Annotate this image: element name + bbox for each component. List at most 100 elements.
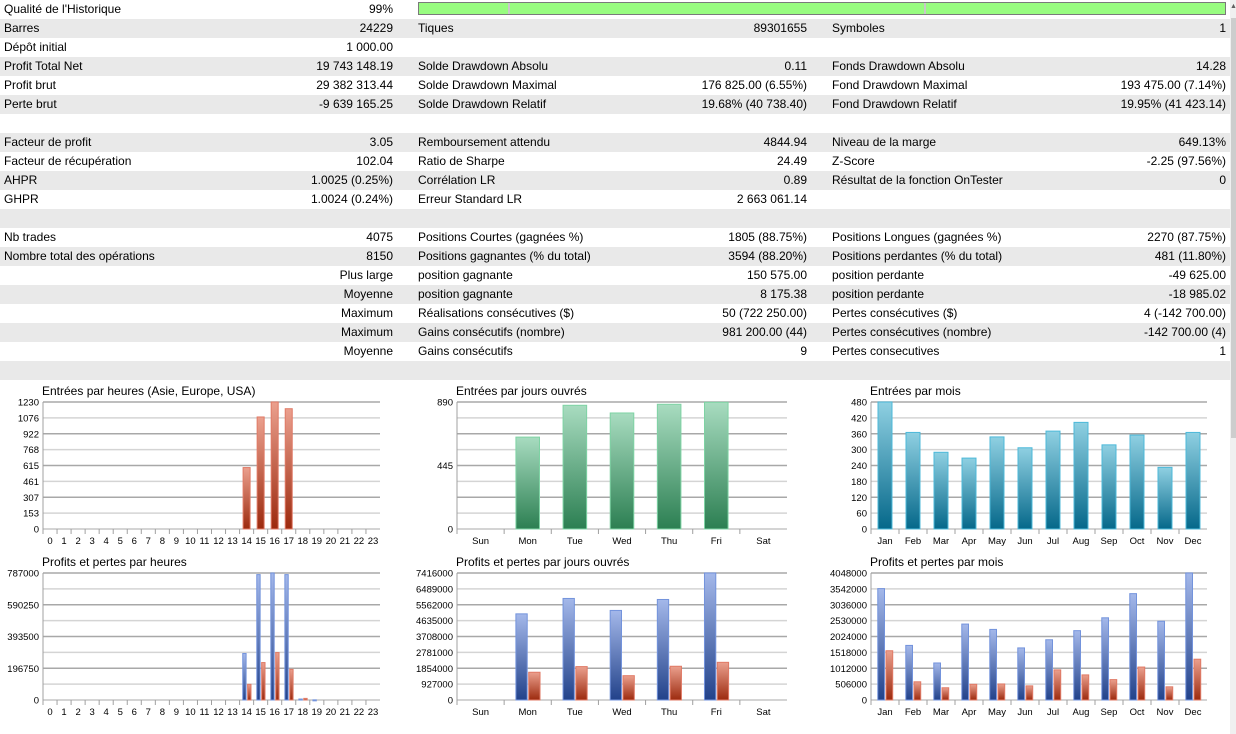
table-row: Plus large position gagnante 150 575.00 pos… xyxy=(0,266,1230,285)
vertical-scrollbar[interactable]: ▲ xyxy=(1230,0,1236,734)
x-tick-label: Tue xyxy=(567,707,583,718)
table-row: Facteur de profit 3.05 Remboursement atten… xyxy=(0,133,1230,152)
bar-pertes-feb xyxy=(913,681,922,701)
bar-pertes-17 xyxy=(289,668,294,701)
col2-value: 0.89 xyxy=(783,173,807,187)
x-tick-label: 11 xyxy=(200,707,210,718)
bar-entrées-sep xyxy=(1101,444,1117,530)
bar-profits-mar xyxy=(933,662,941,701)
x-tick-label: Jun xyxy=(1017,707,1032,718)
col1-label: Barres xyxy=(4,21,40,35)
x-tick-label: Jan xyxy=(877,707,892,718)
progress-separator xyxy=(924,3,926,14)
bar-profits-oct xyxy=(1129,593,1137,701)
x-tick-label: Wed xyxy=(612,707,631,718)
col1-label: GHPR xyxy=(4,192,39,206)
y-tick-label: 480 xyxy=(851,398,867,409)
x-tick-label: 9 xyxy=(174,707,179,718)
y-tick-label: 7416000 xyxy=(416,569,453,580)
x-tick-label: Dec xyxy=(1185,707,1202,718)
x-tick-label: Dec xyxy=(1185,536,1202,547)
bar-entrées-thu xyxy=(656,403,682,530)
x-tick-label: Mar xyxy=(933,707,949,718)
y-tick-label: 120 xyxy=(851,493,867,504)
bar-pertes-nov xyxy=(1165,686,1174,701)
table-row: Facteur de récupération 102.04 Ratio de Sh… xyxy=(0,152,1230,171)
y-tick-label: 3036000 xyxy=(830,600,867,611)
bar-entrées-dec xyxy=(1185,431,1201,530)
x-tick-label: 20 xyxy=(326,536,337,547)
bar-profits-dec xyxy=(1185,572,1193,701)
y-tick-label: 461 xyxy=(23,477,39,488)
col2-value: 150 575.00 xyxy=(746,268,807,282)
table-row: Perte brut -9 639 165.25 Solde Drawdown Re… xyxy=(0,95,1230,114)
x-tick-label: May xyxy=(988,707,1006,718)
x-tick-label: Nov xyxy=(1157,707,1174,718)
col3-label: Positions Longues (gagnées %) xyxy=(832,230,1002,244)
chart-title: Profits et pertes par jours ouvrés xyxy=(456,555,629,569)
col1-value: 29 382 313.44 xyxy=(316,78,393,92)
y-tick-label: 393500 xyxy=(7,632,39,643)
x-tick-label: 17 xyxy=(283,707,294,718)
x-tick-label: 2 xyxy=(75,536,80,547)
col2-value: 4844.94 xyxy=(763,135,807,149)
table-row: Nb trades 4075 Positions Courtes (gagnées … xyxy=(0,228,1230,247)
table-row xyxy=(0,114,1230,133)
x-tick-label: Sep xyxy=(1101,707,1118,718)
table-row xyxy=(0,209,1230,228)
chart-pl-months: Profits et pertes par mois 0 506000 1012000… xyxy=(830,555,1207,718)
col1-label: AHPR xyxy=(4,173,38,187)
y-tick-label: 1076 xyxy=(18,413,39,424)
y-tick-label: 590250 xyxy=(7,600,39,611)
scrollbar-thumb[interactable] xyxy=(1231,18,1236,438)
x-tick-label: 19 xyxy=(312,536,323,547)
bar-pertes-thu xyxy=(669,665,682,701)
x-tick-label: 13 xyxy=(227,536,238,547)
y-tick-label: 3708000 xyxy=(416,632,453,643)
col2-value: 9 xyxy=(800,344,807,358)
y-tick-label: 1854000 xyxy=(416,664,453,675)
x-tick-label: Wed xyxy=(612,536,631,547)
x-tick-label: 3 xyxy=(89,536,94,547)
col1-value: Plus large xyxy=(339,268,393,282)
quality-value: 99% xyxy=(368,2,393,16)
x-tick-label: 10 xyxy=(185,536,196,547)
x-tick-label: 18 xyxy=(297,536,308,547)
y-tick-label: 890 xyxy=(437,398,453,409)
col3-label: Symboles xyxy=(832,21,885,35)
col3-value: 1 xyxy=(1219,344,1226,358)
col1-label: Nb trades xyxy=(4,230,57,244)
y-tick-label: 0 xyxy=(862,525,867,536)
bar-profits-sep xyxy=(1101,617,1109,701)
x-tick-label: 22 xyxy=(354,707,365,718)
col2-label: Ratio de Sharpe xyxy=(418,154,505,168)
x-tick-label: 1 xyxy=(61,536,66,547)
col1-label: Dépôt initial xyxy=(4,40,67,54)
chart-pl-hours: Profits et pertes par heures019675039350… xyxy=(7,555,380,718)
bar-pertes-tue xyxy=(575,666,588,701)
y-tick-label: 1518000 xyxy=(830,648,867,659)
bar-pertes-dec xyxy=(1193,658,1202,701)
col2-value: 2 663 061.14 xyxy=(736,192,807,206)
table-row: Moyenne Gains consécutifs 9 Pertes consecut… xyxy=(0,342,1230,361)
bar-entrées-feb xyxy=(905,431,921,530)
table-row: Profit brut 29 382 313.44 Solde Drawdown M… xyxy=(0,76,1230,95)
x-tick-label: 21 xyxy=(340,536,351,547)
y-tick-label: 6489000 xyxy=(416,584,453,595)
col2-label: Positions Courtes (gagnées %) xyxy=(418,230,584,244)
bar-profits-feb xyxy=(905,644,913,701)
x-tick-label: 23 xyxy=(368,536,379,547)
bar-entrées-aug xyxy=(1073,421,1089,530)
x-tick-label: 14 xyxy=(241,536,252,547)
col1-value: 8150 xyxy=(366,249,393,263)
bar-pertes-jan xyxy=(885,650,894,701)
col2-value: 1805 (88.75%) xyxy=(728,230,807,244)
y-tick-label: 0 xyxy=(34,525,39,536)
x-tick-label: Nov xyxy=(1157,536,1174,547)
col3-label: Fonds Drawdown Absolu xyxy=(832,59,965,73)
bar-entrées-mon xyxy=(515,436,541,530)
table-row: AHPR 1.0025 (0.25%) Corrélation LR 0.89 Résu… xyxy=(0,171,1230,190)
scroll-up-arrow-icon[interactable]: ▲ xyxy=(1230,3,1236,10)
col2-label: Tiques xyxy=(418,21,454,35)
table-row: Maximum Réalisations consécutives ($) 50 (… xyxy=(0,304,1230,323)
